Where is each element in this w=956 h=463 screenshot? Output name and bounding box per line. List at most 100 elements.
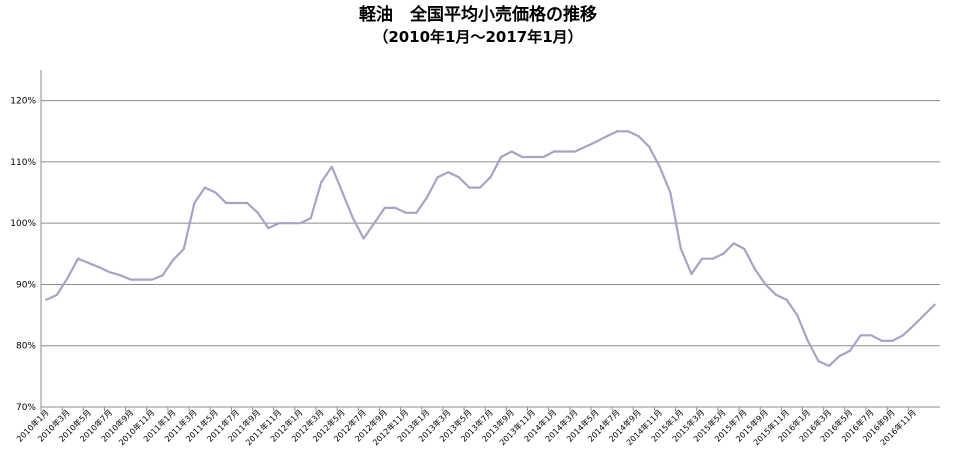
- x-axis-ticks: 2010年1月2010年3月2010年5月2010年7月2010年9月2010年…: [14, 407, 918, 447]
- data-point: [161, 274, 164, 277]
- data-point: [912, 324, 915, 327]
- data-point: [277, 222, 281, 225]
- data-point: [330, 165, 333, 168]
- series-group: [45, 130, 936, 368]
- data-point: [256, 211, 259, 214]
- y-axis-ticks: 70% 80% 90% 100% 110% 120%: [10, 97, 36, 413]
- data-point: [923, 313, 926, 317]
- data-point: [880, 339, 883, 342]
- data-point: [140, 278, 143, 281]
- data-point: [542, 155, 545, 159]
- data-point: [595, 140, 598, 143]
- data-point: [711, 257, 714, 260]
- data-point: [489, 176, 492, 179]
- chart-title-block: 軽油 全国平均小売価格の推移 （2010年1月～2017年1月）: [0, 4, 956, 48]
- data-point: [172, 258, 175, 262]
- data-point: [383, 206, 386, 209]
- data-point: [774, 293, 778, 296]
- data-point: [669, 191, 672, 194]
- data-point: [373, 222, 376, 225]
- y-tick-label: 100%: [10, 219, 36, 229]
- data-point: [796, 313, 799, 317]
- data-point: [203, 186, 207, 189]
- data-point: [267, 226, 270, 230]
- data-point: [299, 222, 302, 225]
- data-point: [732, 242, 735, 245]
- data-point: [394, 206, 397, 209]
- y-tick-label: 70%: [16, 403, 36, 413]
- data-point: [76, 257, 80, 260]
- data-point: [827, 364, 831, 368]
- data-point: [415, 211, 418, 214]
- data-point: [66, 277, 69, 280]
- data-point: [605, 135, 608, 138]
- data-point: [859, 334, 862, 337]
- data-point: [288, 222, 291, 225]
- grid-lines: [41, 100, 940, 347]
- data-point: [806, 339, 809, 342]
- y-tick-label: 80%: [16, 342, 36, 352]
- series-line: [45, 130, 936, 367]
- data-point: [637, 135, 640, 138]
- data-point: [119, 274, 122, 277]
- data-point: [521, 155, 524, 159]
- data-point: [224, 201, 228, 205]
- data-point: [45, 298, 48, 301]
- data-point: [626, 130, 630, 133]
- data-point: [235, 201, 238, 205]
- data-point: [129, 278, 132, 281]
- data-point: [933, 303, 936, 306]
- data-point: [838, 355, 841, 358]
- chart-subtitle: （2010年1月～2017年1月）: [373, 28, 583, 46]
- data-point: [764, 283, 767, 286]
- data-point: [425, 196, 429, 199]
- data-point: [193, 201, 196, 205]
- data-point: [55, 293, 58, 296]
- data-point: [901, 334, 905, 337]
- data-point: [341, 191, 344, 194]
- data-point: [648, 145, 651, 148]
- data-point: [849, 349, 852, 352]
- data-point: [436, 176, 439, 179]
- data-point: [150, 278, 154, 281]
- data-point: [214, 191, 217, 194]
- data-point: [531, 155, 534, 159]
- data-point: [510, 150, 513, 153]
- data-point: [817, 359, 820, 363]
- data-point: [457, 176, 460, 179]
- data-point: [468, 186, 471, 189]
- data-point: [447, 171, 450, 174]
- y-tick-label: 90%: [16, 280, 36, 290]
- data-point: [499, 155, 503, 159]
- data-point: [404, 211, 407, 214]
- data-point: [351, 217, 355, 220]
- data-point: [658, 165, 661, 168]
- data-point: [478, 186, 482, 189]
- data-point: [98, 266, 101, 269]
- data-point: [563, 150, 566, 153]
- data-point: [182, 247, 185, 251]
- data-point: [679, 247, 682, 251]
- data-point: [574, 150, 577, 153]
- data-point: [616, 130, 619, 133]
- data-point: [309, 217, 312, 220]
- data-point: [552, 150, 556, 153]
- data-point: [108, 271, 111, 274]
- y-tick-label: 120%: [10, 97, 36, 107]
- data-point: [320, 181, 323, 184]
- data-point: [690, 272, 693, 276]
- data-point: [87, 261, 90, 265]
- data-point: [700, 257, 704, 260]
- data-point: [891, 339, 894, 342]
- y-tick-label: 110%: [10, 158, 36, 168]
- axes: [40, 70, 940, 408]
- data-point: [722, 252, 725, 255]
- data-point: [584, 145, 587, 148]
- data-point: [362, 237, 365, 240]
- data-point: [753, 268, 757, 271]
- chart-title: 軽油 全国平均小売価格の推移: [359, 5, 597, 25]
- data-point: [870, 334, 873, 337]
- data-point: [246, 201, 249, 205]
- data-point: [743, 247, 746, 251]
